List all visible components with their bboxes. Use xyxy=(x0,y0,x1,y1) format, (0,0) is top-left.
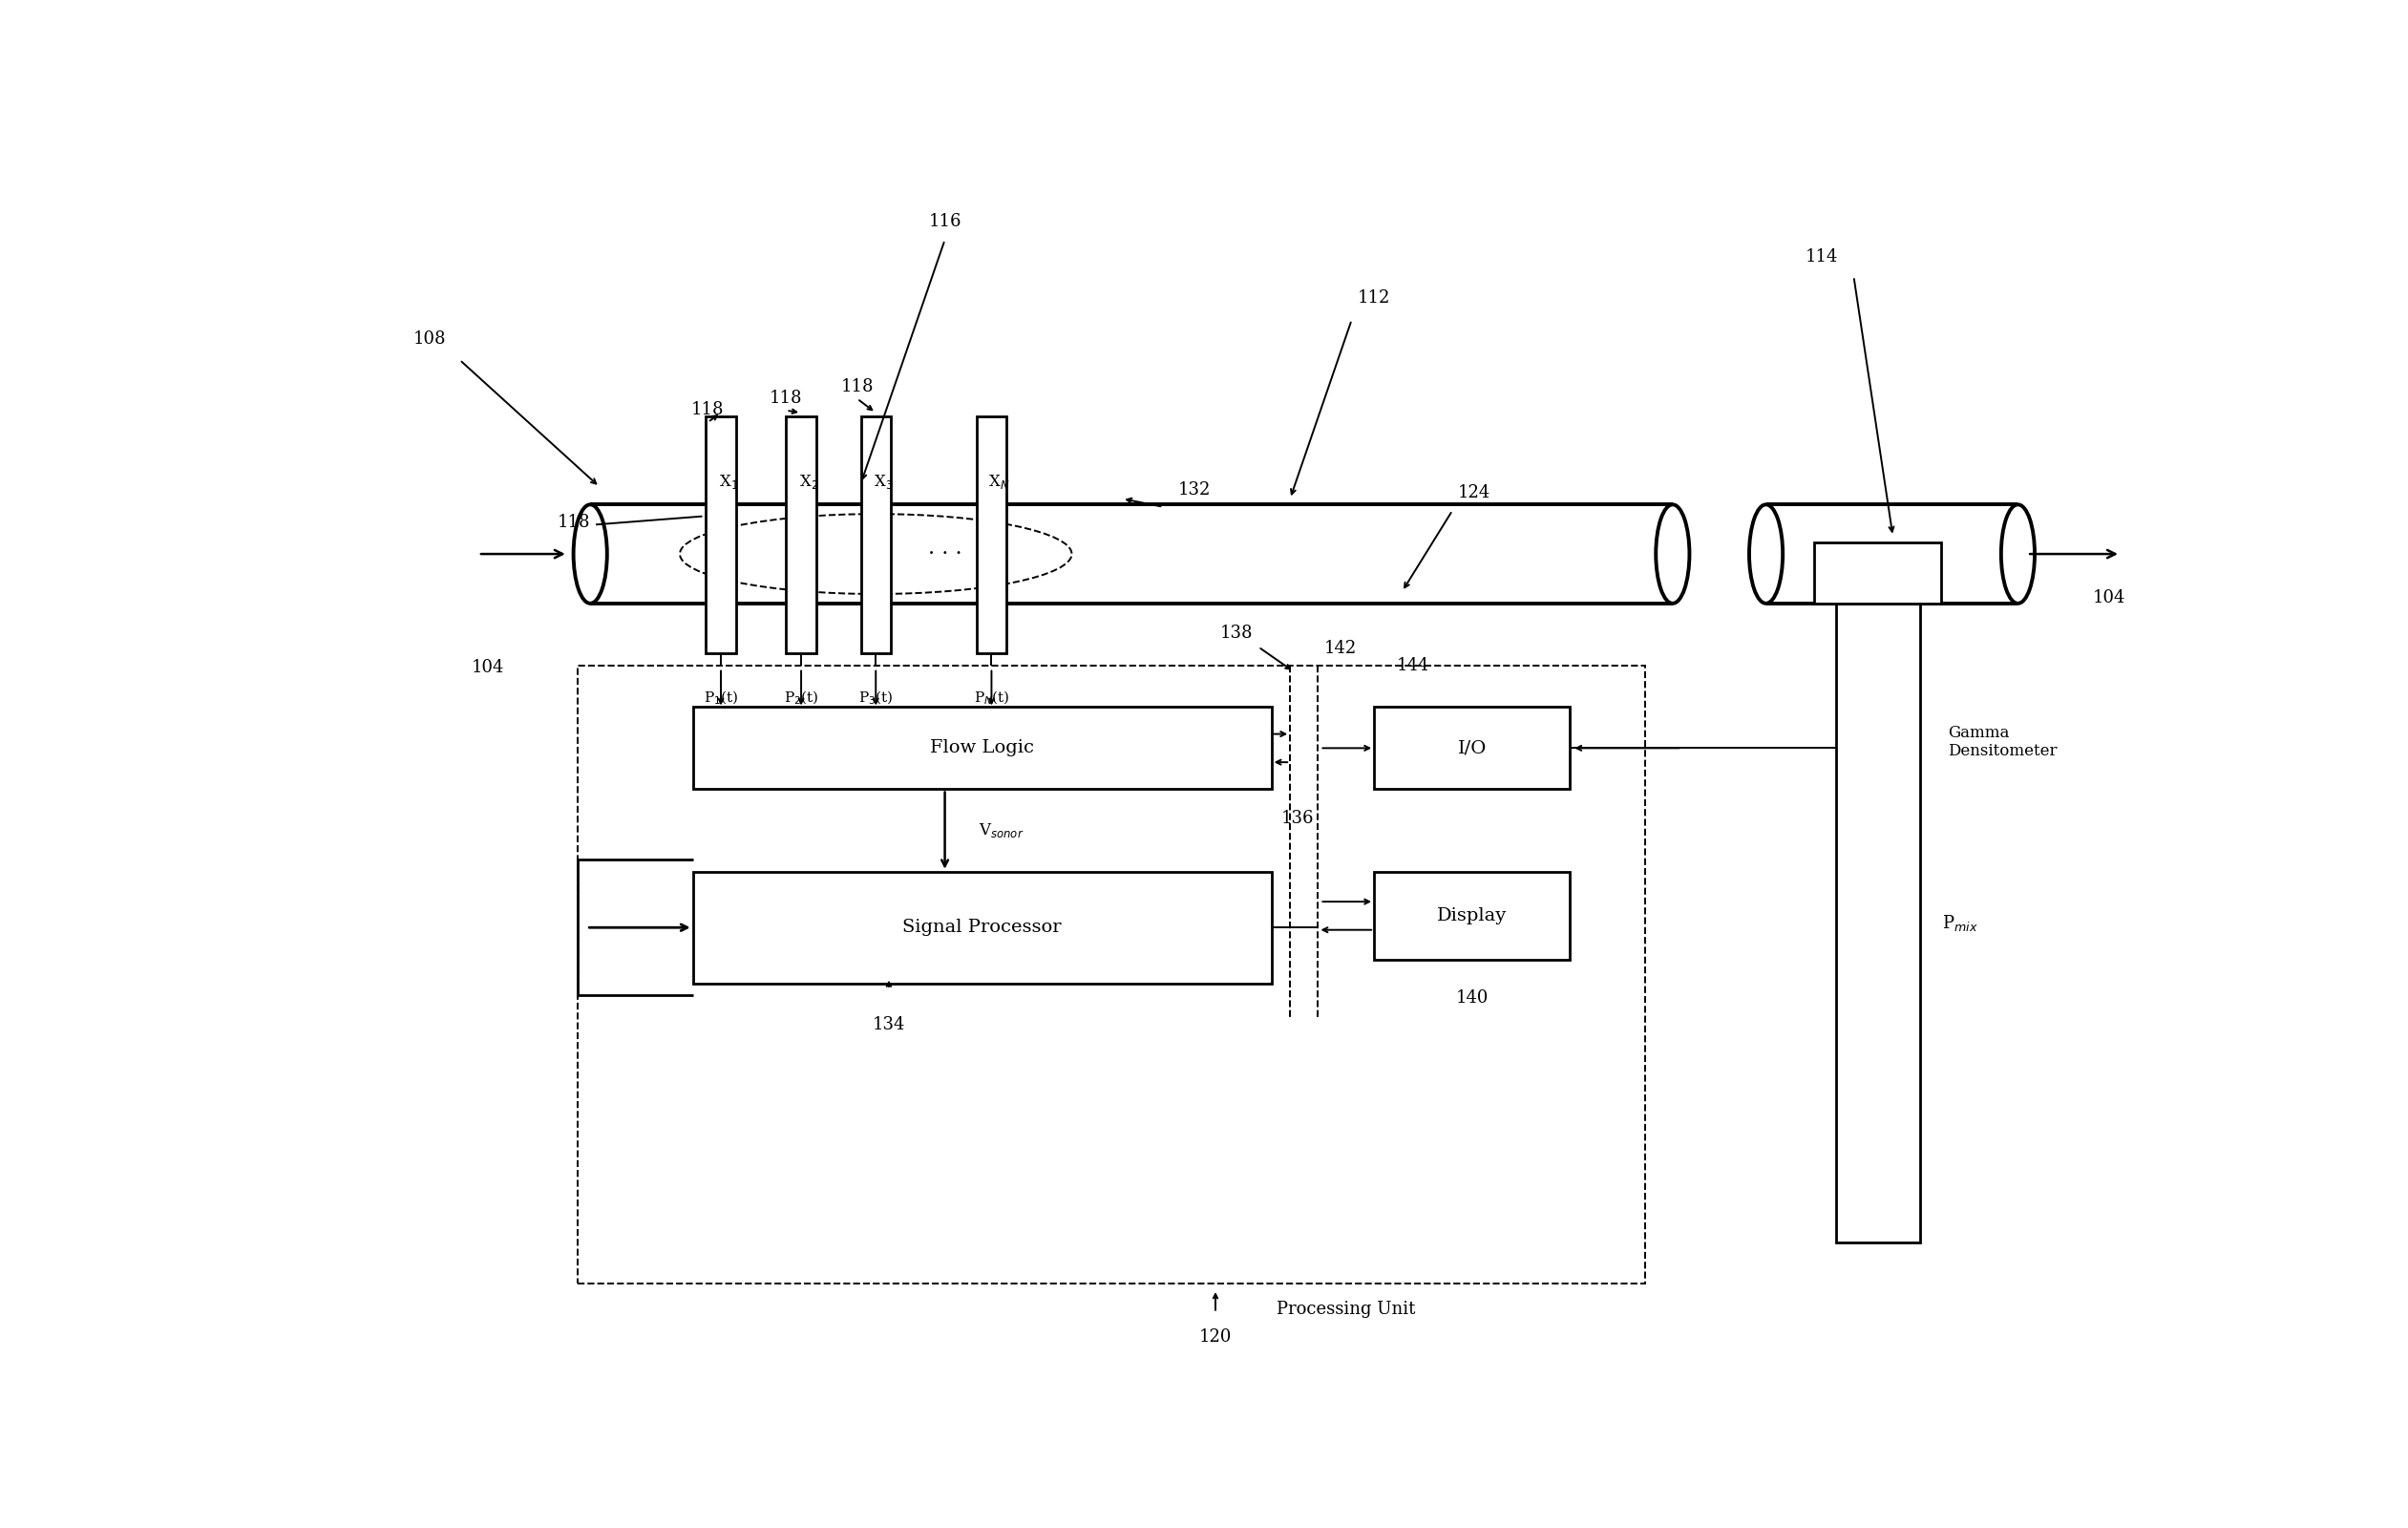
Text: 104: 104 xyxy=(2093,588,2126,607)
Text: 112: 112 xyxy=(1358,290,1389,307)
Text: Processing Unit: Processing Unit xyxy=(1276,1302,1416,1319)
Text: 120: 120 xyxy=(1199,1328,1233,1345)
Text: X$_2$: X$_2$ xyxy=(799,472,819,490)
Text: 118: 118 xyxy=(556,513,590,530)
Text: P$_N$(t): P$_N$(t) xyxy=(973,689,1009,706)
Bar xyxy=(694,871,1271,984)
Text: 140: 140 xyxy=(1454,989,1488,1007)
Text: V$_{sonor}$: V$_{sonor}$ xyxy=(978,822,1023,839)
Text: I/O: I/O xyxy=(1457,740,1486,756)
Bar xyxy=(694,707,1271,790)
Text: 118: 118 xyxy=(840,377,874,396)
Text: 114: 114 xyxy=(1806,249,1837,266)
Text: 116: 116 xyxy=(929,214,961,231)
Text: 124: 124 xyxy=(1459,484,1491,501)
Text: 138: 138 xyxy=(1221,625,1252,642)
Bar xyxy=(1375,871,1570,960)
Bar xyxy=(1835,604,1919,1242)
Text: X$_N$: X$_N$ xyxy=(987,472,1009,490)
Text: 142: 142 xyxy=(1324,640,1356,657)
Text: 144: 144 xyxy=(1397,657,1430,674)
Text: Signal Processor: Signal Processor xyxy=(903,918,1062,937)
Bar xyxy=(862,416,891,652)
Text: · · ·: · · · xyxy=(927,544,961,564)
Text: Display: Display xyxy=(1438,908,1507,924)
Bar xyxy=(1816,542,1941,604)
Bar xyxy=(1375,707,1570,790)
Text: Flow Logic: Flow Logic xyxy=(929,740,1033,756)
Text: P$_{mix}$: P$_{mix}$ xyxy=(1943,912,1979,934)
Text: X$_1$: X$_1$ xyxy=(718,472,739,490)
Text: 108: 108 xyxy=(414,332,445,348)
Text: 132: 132 xyxy=(1178,481,1211,498)
Text: P$_3$(t): P$_3$(t) xyxy=(857,689,893,706)
Text: 118: 118 xyxy=(691,402,725,419)
Text: 136: 136 xyxy=(1281,810,1315,827)
Text: P$_1$(t): P$_1$(t) xyxy=(703,689,739,706)
Bar xyxy=(706,416,737,652)
Bar xyxy=(785,416,816,652)
Bar xyxy=(978,416,1007,652)
Text: P$_2$(t): P$_2$(t) xyxy=(783,689,819,706)
Text: 118: 118 xyxy=(771,390,802,406)
Text: X$_3$: X$_3$ xyxy=(874,472,893,490)
Text: 134: 134 xyxy=(872,1016,905,1033)
Text: Gamma
Densitometer: Gamma Densitometer xyxy=(1948,724,2056,759)
Text: 104: 104 xyxy=(472,659,503,675)
Bar xyxy=(578,666,1645,1284)
